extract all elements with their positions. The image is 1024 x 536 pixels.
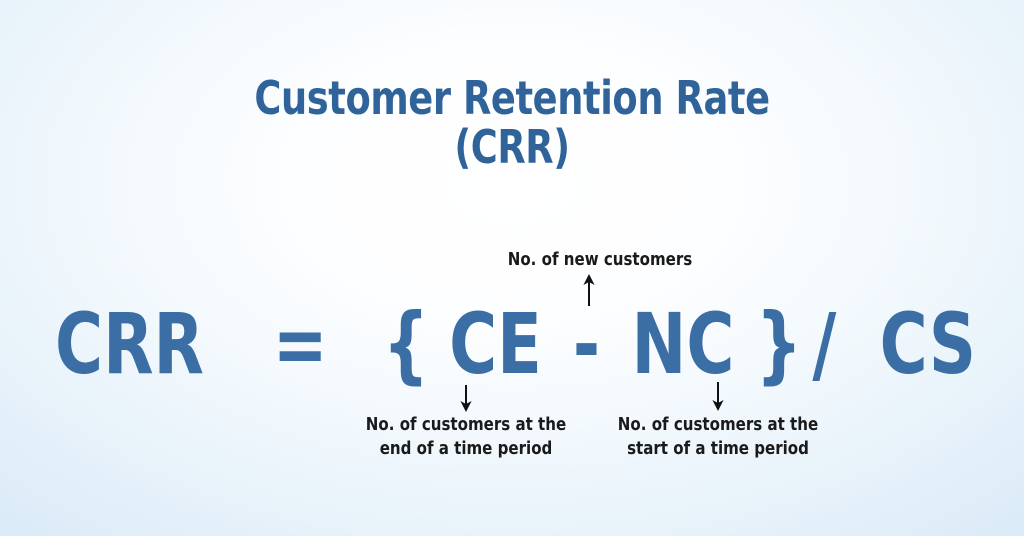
formula-equals-sign: = [273, 295, 329, 393]
formula-minus-sign: - [572, 295, 600, 393]
title-line-1: Customer Retention Rate [254, 71, 770, 125]
formula-division-slash: / [812, 295, 837, 393]
formula-term-nc: NC [631, 295, 735, 393]
callout-customers-start: No. of customers at the start of a time … [578, 414, 858, 461]
title-line-2: (CRR) [454, 120, 570, 175]
callout-customers-start-line-2: start of a time period [627, 438, 809, 459]
formula-close-brace: } [756, 295, 803, 393]
callout-customers-end: No. of customers at the end of a time pe… [326, 414, 606, 461]
formula-term-cs: CS [879, 295, 977, 393]
callout-new-customers: No. of new customers [450, 249, 750, 273]
callout-customers-start-line-1: No. of customers at the [617, 415, 819, 435]
callout-customers-end-line-1: No. of customers at the [365, 415, 567, 435]
page-title: Customer Retention Rate (CRR) [0, 71, 1024, 175]
formula-expression: CRR ={CE - NC} / CS [0, 302, 1024, 386]
callout-customers-end-line-2: end of a time period [379, 438, 553, 459]
formula-open-brace: { [382, 295, 429, 393]
formula-term-crr: CRR [55, 295, 205, 393]
formula-term-ce: CE [448, 295, 542, 393]
callout-new-customers-line-1: No. of new customers [507, 250, 693, 270]
